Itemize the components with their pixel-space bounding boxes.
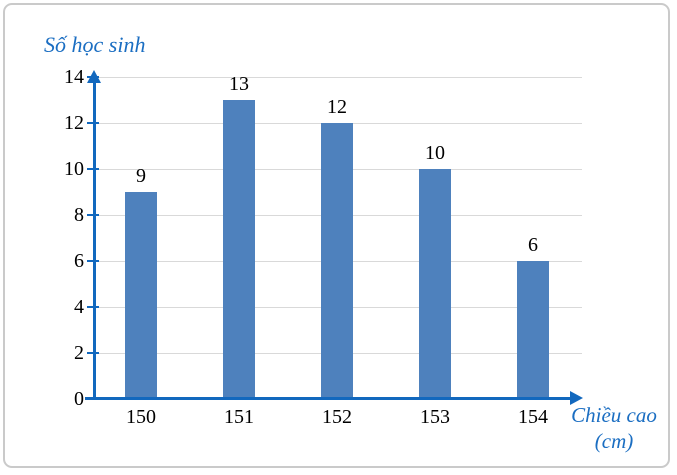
bar-value-label: 6 [528, 234, 538, 256]
y-tick-label: 0 [74, 388, 84, 410]
chart-frame-border [3, 3, 670, 468]
y-tick-label: 12 [64, 112, 84, 134]
bar [223, 100, 255, 399]
y-tick-label: 8 [74, 204, 84, 226]
x-tick-label: 154 [518, 406, 548, 428]
y-axis-tick [87, 122, 99, 124]
y-axis-tick [87, 352, 99, 354]
y-axis-tick [87, 76, 99, 78]
gridline [94, 76, 582, 78]
y-tick-label: 4 [74, 296, 84, 318]
x-tick-label: 150 [126, 406, 156, 428]
y-axis-tick [87, 306, 99, 308]
x-tick-label: 152 [322, 406, 352, 428]
bar [419, 169, 451, 399]
y-axis-line [93, 80, 96, 399]
x-axis-title-line1: Chiều cao [571, 403, 657, 427]
y-axis-tick [87, 260, 99, 262]
y-axis-title: Số học sinh [44, 32, 146, 57]
bar [517, 261, 549, 399]
x-tick-label: 151 [224, 406, 254, 428]
bar-value-label: 12 [327, 96, 347, 118]
bar-value-label: 13 [229, 73, 249, 95]
x-axis-arrow-icon [570, 391, 583, 405]
x-axis-title: Chiều cao (cm) [556, 402, 672, 454]
x-tick-label: 153 [420, 406, 450, 428]
y-axis-tick [87, 214, 99, 216]
bar [125, 192, 157, 399]
bar-value-label: 9 [136, 165, 146, 187]
y-tick-label: 10 [64, 158, 84, 180]
x-axis-title-line2: (cm) [594, 429, 634, 453]
bar-value-label: 10 [425, 142, 445, 164]
y-tick-label: 14 [64, 66, 84, 88]
y-axis-tick [87, 168, 99, 170]
y-tick-label: 2 [74, 342, 84, 364]
y-tick-label: 6 [74, 250, 84, 272]
x-axis-line [85, 397, 572, 400]
bar [321, 123, 353, 399]
